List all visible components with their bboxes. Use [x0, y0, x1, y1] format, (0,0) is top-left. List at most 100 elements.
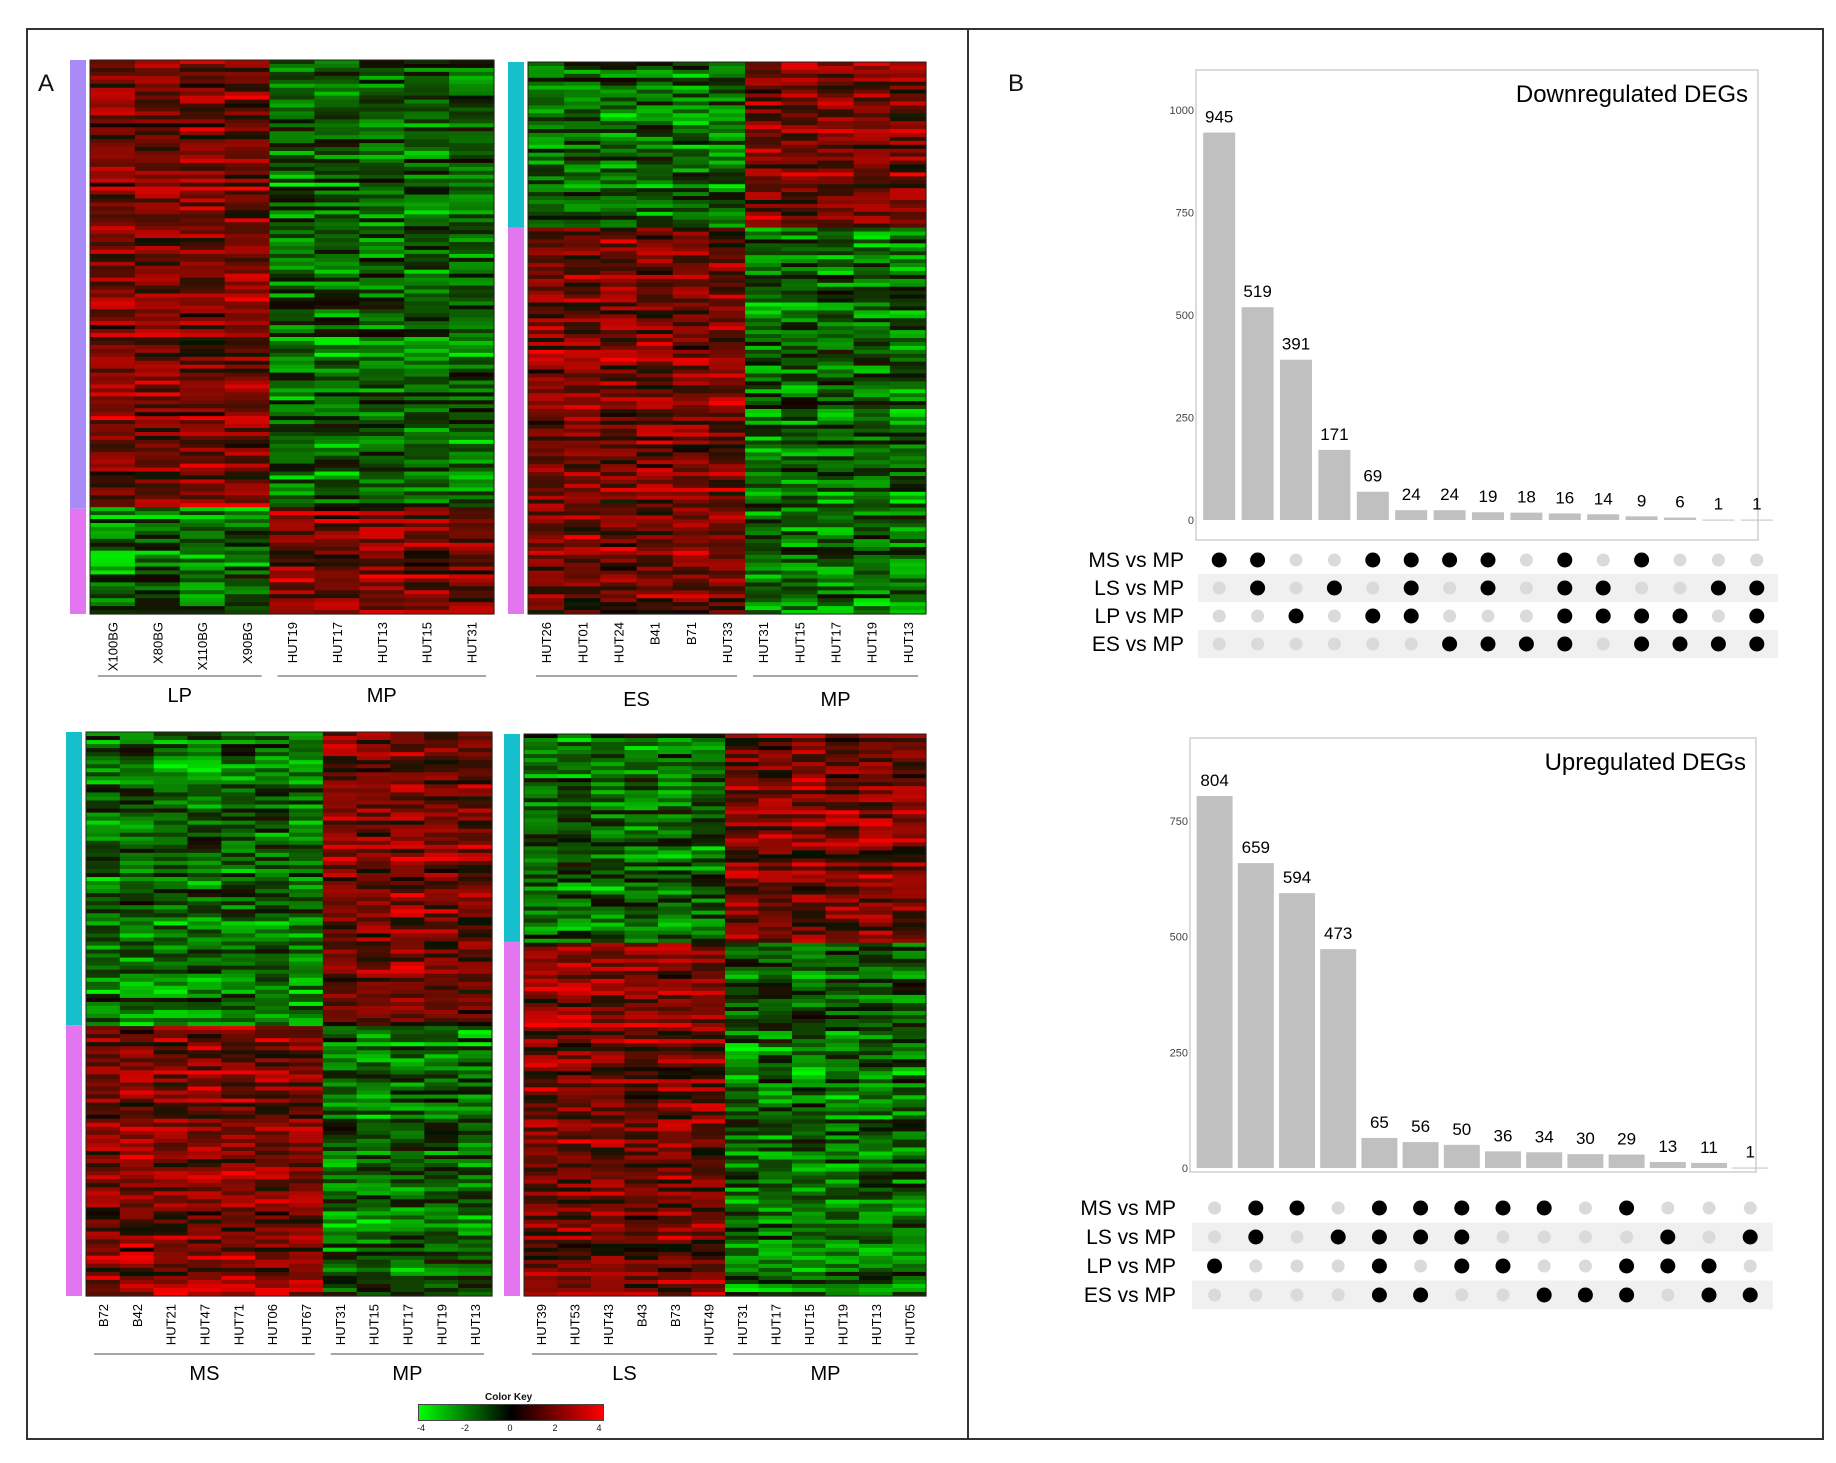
- heatmap-cell: [889, 144, 927, 150]
- heatmap-cell: [564, 381, 601, 386]
- heatmap-cell: [564, 499, 601, 505]
- heatmap-cell: [404, 249, 450, 255]
- heatmap-cell: [90, 598, 136, 603]
- heatmap-cell: [119, 957, 155, 963]
- heatmap-cell: [255, 1018, 290, 1023]
- heatmap-cell: [119, 1251, 155, 1257]
- heatmap-cell: [314, 210, 360, 215]
- heatmap-cell: [322, 1235, 358, 1241]
- heatmap-cell: [390, 885, 425, 890]
- heatmap-cell: [221, 941, 256, 947]
- heatmap-cell: [86, 1001, 121, 1007]
- heatmap-cell: [187, 1275, 222, 1281]
- heatmap-cell: [404, 511, 450, 516]
- heatmap-cell: [564, 176, 601, 181]
- heatmap-cell: [449, 174, 495, 180]
- heatmap-cell: [359, 495, 405, 500]
- heatmap-cell: [224, 154, 271, 160]
- heatmap-cell: [356, 760, 392, 765]
- heatmap-cell: [458, 744, 493, 749]
- heatmap-cell: [390, 1183, 425, 1188]
- heatmap-cell: [356, 937, 392, 943]
- heatmap-cell: [817, 121, 855, 126]
- heatmap-cell: [224, 222, 271, 227]
- heatmap-cell: [187, 1098, 222, 1104]
- heatmap-cell: [672, 140, 710, 146]
- heatmap-cell: [221, 1163, 256, 1168]
- heatmap-cell: [289, 973, 324, 979]
- heatmap-cell: [153, 868, 189, 874]
- heatmap-cell: [672, 251, 710, 256]
- heatmap-cell: [708, 448, 746, 453]
- heatmap-cell: [528, 69, 565, 75]
- heatmap-cell: [564, 594, 601, 599]
- heatmap-cell: [86, 844, 121, 850]
- heatmap-cell: [153, 1247, 189, 1253]
- heatmap-cell: [90, 131, 136, 136]
- heatmap-cell: [153, 1283, 189, 1289]
- heatmap-cell: [636, 436, 674, 442]
- heatmap-cell: [153, 1291, 189, 1297]
- heatmap-cell: [153, 764, 189, 769]
- heatmap-cell: [86, 945, 121, 951]
- heatmap-cell: [745, 483, 782, 489]
- heatmap-cell: [817, 566, 855, 572]
- heatmap-cell: [528, 408, 565, 414]
- heatmap-cell: [636, 452, 674, 457]
- heatmap-cell: [356, 1150, 392, 1156]
- heatmap-cell: [853, 215, 891, 221]
- heatmap-cell: [255, 1271, 290, 1277]
- heatmap-cell: [636, 503, 674, 509]
- heatmap-cell: [359, 305, 405, 310]
- heatmap-cell: [636, 338, 674, 343]
- heatmap-cell: [322, 893, 358, 898]
- heatmap-cell: [269, 230, 316, 235]
- heatmap-cell: [825, 742, 860, 747]
- heatmap-cell: [708, 251, 746, 256]
- heatmap-cell: [322, 1263, 358, 1269]
- heatmap-cell: [269, 475, 316, 481]
- heatmap-cell: [889, 132, 927, 138]
- heatmap-cell: [781, 231, 819, 237]
- heatmap-cell: [557, 858, 592, 864]
- heatmap-cell: [691, 734, 726, 739]
- heatmap-cell: [672, 89, 710, 95]
- heatmap-cell: [600, 200, 638, 205]
- heatmap-cell: [745, 192, 782, 197]
- heatmap-cell: [390, 756, 425, 761]
- heatmap-cell: [289, 969, 324, 975]
- heatmap-cell: [458, 969, 493, 975]
- heatmap-cell: [708, 93, 746, 99]
- heatmap-cell: [781, 594, 819, 599]
- heatmap-cell: [187, 957, 222, 963]
- heatmap-cell: [269, 566, 316, 572]
- heatmap-cell: [524, 738, 559, 743]
- heatmap-cell: [289, 1005, 324, 1011]
- heatmap-cell: [528, 144, 565, 150]
- heatmap-cell: [564, 239, 601, 244]
- heatmap-cell: [449, 222, 495, 227]
- heatmap-cell: [781, 373, 819, 379]
- heatmap-cell: [255, 1090, 290, 1096]
- heatmap-cell: [564, 349, 601, 355]
- heatmap-cell: [289, 1058, 324, 1063]
- heatmap-cell: [269, 115, 316, 120]
- heatmap-cell: [289, 752, 324, 757]
- heatmap-cell: [314, 111, 360, 116]
- heatmap-cell: [289, 957, 324, 963]
- heatmap-cell: [591, 802, 626, 807]
- heatmap-cell: [179, 242, 226, 247]
- heatmap-cell: [564, 472, 601, 477]
- heatmap-cell: [314, 471, 360, 477]
- heatmap-cell: [708, 578, 746, 584]
- heatmap-cell: [889, 566, 927, 572]
- heatmap-cell: [90, 534, 136, 540]
- heatmap-cell: [889, 140, 927, 146]
- heatmap-cell: [708, 267, 746, 272]
- heatmap-cell: [404, 162, 450, 168]
- heatmap-cell: [322, 1267, 358, 1273]
- heatmap-cell: [792, 754, 827, 759]
- heatmap-cell: [889, 511, 927, 517]
- heatmap-cell: [853, 448, 891, 453]
- heatmap-cell: [269, 337, 316, 342]
